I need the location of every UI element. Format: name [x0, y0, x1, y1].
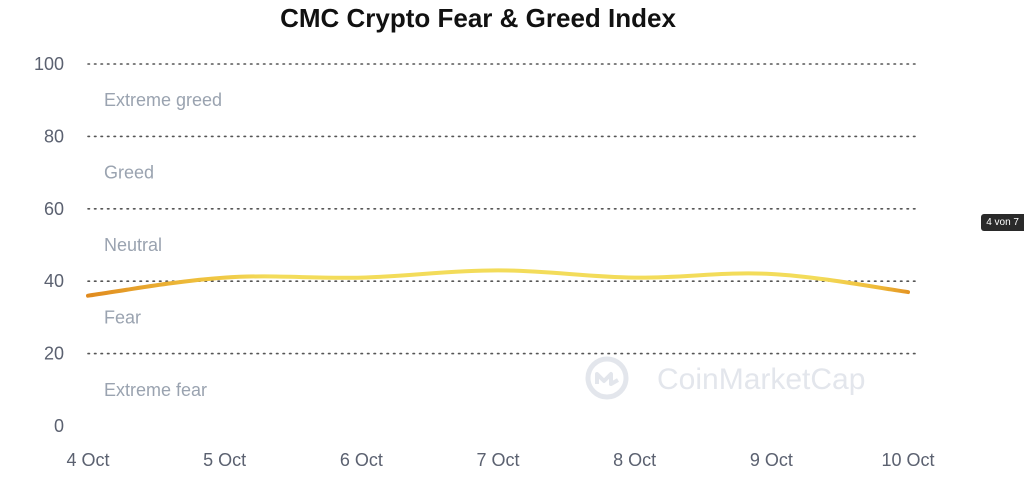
x-tick-label: 9 Oct: [750, 450, 793, 470]
coinmarketcap-logo-icon: [585, 356, 629, 400]
x-tick-label: 6 Oct: [340, 450, 383, 470]
y-tick-label: 40: [44, 271, 64, 291]
x-tick-label: 5 Oct: [203, 450, 246, 470]
data-point: [359, 276, 363, 280]
data-point: [496, 268, 500, 272]
band-label: Greed: [104, 163, 154, 183]
watermark-text: CoinMarketCap: [657, 363, 865, 396]
data-point: [633, 276, 637, 280]
band-labels: Extreme fear Fear Neutral Greed Extreme gree…: [104, 90, 222, 400]
grid-lines: [87, 63, 919, 355]
band-label: Neutral: [104, 235, 162, 255]
x-tick-label: 4 Oct: [66, 450, 109, 470]
band-label: Fear: [104, 307, 141, 327]
x-tick-label: 7 Oct: [476, 450, 519, 470]
series: [86, 268, 910, 298]
x-tick-label: 8 Oct: [613, 450, 656, 470]
data-point: [769, 272, 773, 276]
x-axis: 4 Oct 5 Oct 6 Oct 7 Oct 8 Oct 9 Oct 10 Oct: [66, 450, 934, 470]
data-point: [86, 294, 90, 298]
page-counter-badge: 4 von 7: [981, 214, 1024, 231]
data-point: [223, 276, 227, 280]
y-tick-label: 80: [44, 126, 64, 146]
chart-title: CMC Crypto Fear & Greed Index: [280, 3, 676, 33]
watermark: CoinMarketCap: [585, 356, 865, 400]
y-tick-label: 0: [54, 416, 64, 436]
x-tick-label: 10 Oct: [881, 450, 934, 470]
y-tick-label: 60: [44, 199, 64, 219]
series-line: [86, 268, 910, 298]
band-label: Extreme fear: [104, 380, 207, 400]
y-tick-label: 100: [34, 54, 64, 74]
band-label: Extreme greed: [104, 90, 222, 110]
y-tick-label: 20: [44, 344, 64, 364]
y-axis: 0 20 40 60 80 100: [34, 54, 64, 436]
data-point: [906, 290, 910, 294]
